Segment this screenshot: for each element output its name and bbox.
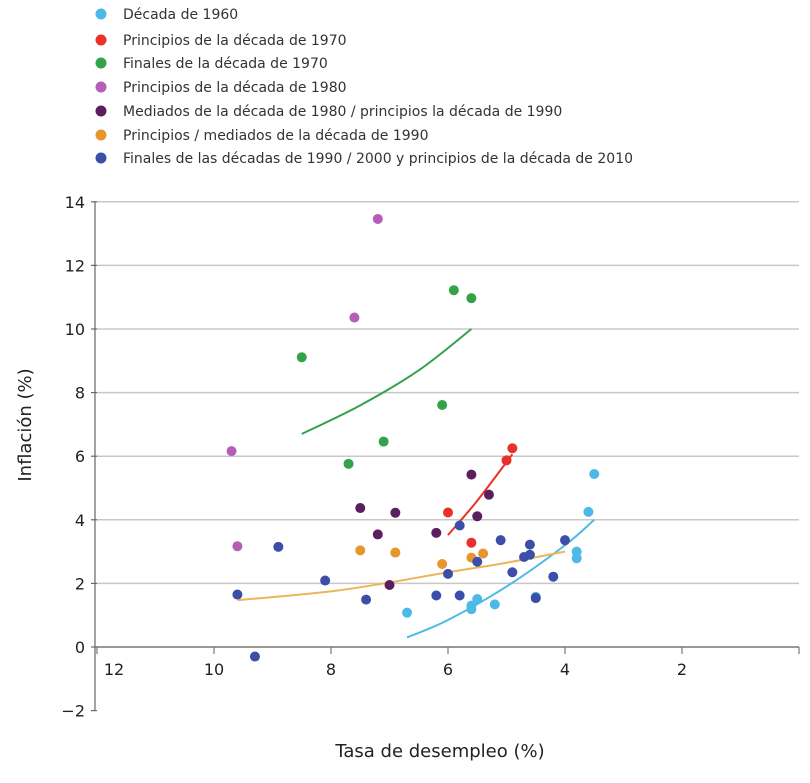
- y-tick-label: 8: [75, 384, 85, 403]
- data-point-series-6: [530, 593, 541, 604]
- data-point-series-0: [571, 553, 582, 564]
- legend-label: Principios de la década de 1970: [123, 33, 347, 49]
- data-point-series-6: [524, 539, 535, 550]
- y-tick-label: 0: [75, 638, 85, 657]
- data-point-series-6: [232, 589, 243, 600]
- data-point-series-6: [454, 590, 465, 601]
- data-point-series-3: [349, 312, 360, 323]
- data-point-series-1: [501, 455, 512, 466]
- trend-lines: [237, 328, 595, 639]
- data-point-series-6: [443, 568, 453, 579]
- data-point-series-2: [296, 352, 307, 363]
- legend-label: Finales de las décadas de 1990 / 2000 y …: [123, 151, 633, 167]
- data-point-series-2: [448, 285, 459, 296]
- y-tick-label: 12: [65, 256, 85, 275]
- y-tick-label: 14: [65, 193, 85, 212]
- legend-marker: [95, 81, 107, 93]
- data-point-series-4: [431, 527, 442, 538]
- legend-marker: [95, 34, 107, 46]
- data-point-series-6: [320, 575, 331, 586]
- data-point-series-5: [390, 547, 401, 558]
- data-point-series-6: [454, 520, 465, 531]
- legend-label: Principios / mediados de la década de 19…: [123, 128, 429, 144]
- y-tick-label: 4: [75, 511, 85, 530]
- legend-marker: [95, 105, 107, 117]
- data-point-series-2: [466, 293, 477, 304]
- legend-marker: [95, 129, 107, 141]
- axes: −2 0 2 4 6 8 10 12 14 12 10 8 6 4 2: [61, 193, 800, 721]
- x-tick-label: 2: [677, 660, 687, 679]
- data-point-series-0: [472, 593, 483, 604]
- legend-marker: [95, 57, 107, 69]
- data-point-series-6: [524, 549, 535, 560]
- data-point-series-6: [431, 590, 442, 601]
- data-point-series-0: [589, 469, 600, 480]
- data-point-series-1: [507, 443, 518, 454]
- trend-line-5: [237, 550, 566, 602]
- data-point-series-2: [378, 436, 389, 447]
- data-point-series-6: [495, 535, 506, 546]
- data-point-series-5: [437, 559, 448, 570]
- data-point-series-3: [232, 541, 243, 552]
- data-point-series-2: [437, 400, 448, 411]
- data-point-series-6: [507, 567, 518, 578]
- data-point-series-6: [361, 594, 372, 605]
- trend-line-1: [447, 453, 514, 536]
- y-tick-label: −2: [61, 702, 85, 721]
- legend: Década de 1960 Principios de la década de…: [95, 7, 633, 167]
- data-point-series-4: [472, 511, 483, 522]
- trend-line-2: [301, 328, 473, 435]
- data-point-series-1: [443, 507, 453, 518]
- data-point-series-6: [548, 571, 559, 582]
- data-point-series-5: [478, 548, 489, 559]
- x-axis-label: Tasa de desempleo (%): [334, 741, 544, 762]
- legend-label: Mediados de la década de 1980 / principi…: [123, 104, 562, 120]
- data-point-series-0: [466, 600, 477, 611]
- legend-label: Principios de la década de 1980: [123, 80, 347, 96]
- data-point-series-4: [483, 489, 494, 500]
- data-point-series-6: [249, 651, 260, 662]
- data-point-series-4: [390, 507, 401, 518]
- trend-line-0: [406, 519, 595, 639]
- data-point-series-0: [583, 506, 594, 517]
- gridlines: [97, 201, 799, 585]
- data-point-series-6: [472, 556, 483, 567]
- legend-label: Década de 1960: [123, 7, 238, 23]
- data-point-series-3: [226, 446, 237, 457]
- x-tick-label: 6: [443, 660, 453, 679]
- y-tick-label: 2: [75, 574, 85, 593]
- data-point-series-1: [466, 537, 477, 548]
- x-tick-label: 4: [560, 660, 570, 679]
- y-tick-label: 10: [65, 320, 85, 339]
- data-point-series-4: [466, 469, 477, 480]
- data-point-series-6: [273, 541, 284, 552]
- y-axis-label: Inflación (%): [15, 368, 36, 481]
- data-points: [226, 213, 600, 662]
- legend-marker: [95, 8, 107, 20]
- data-point-series-4: [372, 529, 383, 540]
- x-tick-label: 10: [204, 660, 224, 679]
- data-point-series-3: [372, 213, 383, 224]
- legend-label: Finales de la década de 1970: [123, 56, 328, 72]
- x-tick-label: 8: [326, 660, 336, 679]
- data-point-series-5: [355, 545, 366, 556]
- data-point-series-6: [560, 535, 570, 546]
- data-point-series-4: [384, 579, 395, 590]
- data-point-series-2: [343, 458, 354, 469]
- data-point-series-0: [402, 607, 413, 618]
- y-tick-label: 6: [75, 447, 85, 466]
- data-point-series-0: [489, 599, 500, 610]
- x-tick-label: 12: [104, 660, 124, 679]
- data-point-series-4: [355, 503, 366, 514]
- legend-marker: [95, 152, 107, 164]
